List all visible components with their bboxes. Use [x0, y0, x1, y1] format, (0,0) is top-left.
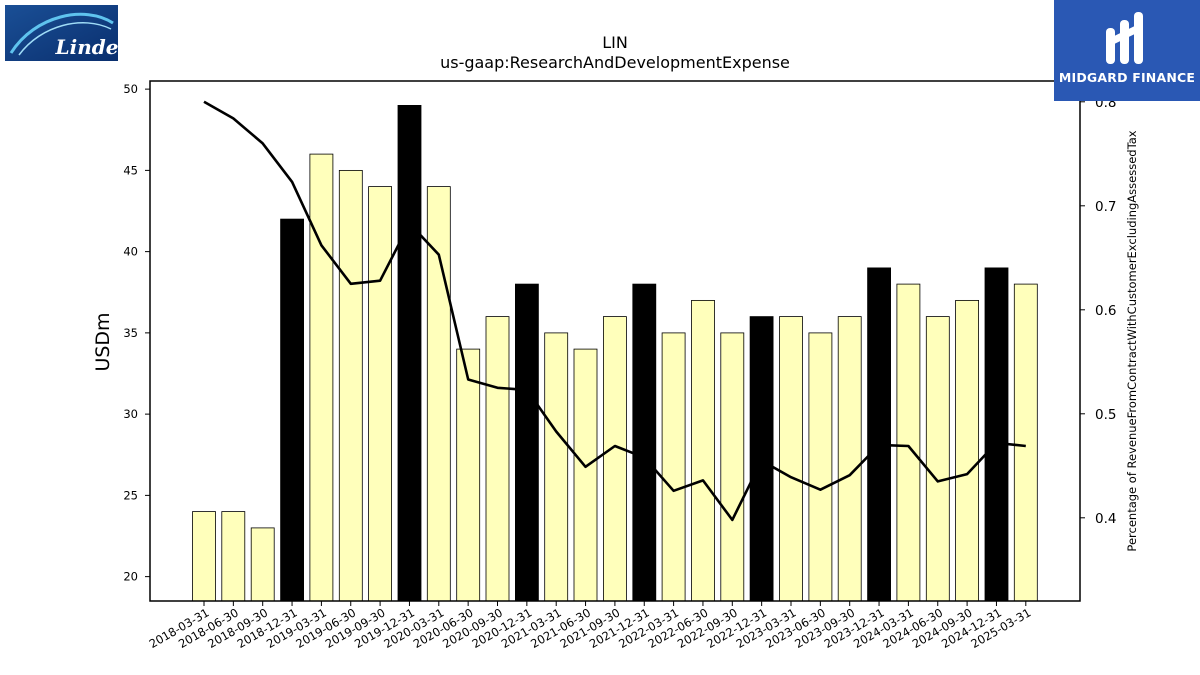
y2-tick-label: 0.6: [1095, 303, 1116, 319]
y-tick-label: 35: [123, 326, 138, 340]
bar-2020-12-31: [515, 283, 539, 602]
y-axis-label: USDm: [92, 312, 114, 371]
bar-series: [192, 105, 1038, 602]
y-tick-label: 45: [123, 163, 138, 177]
bar-2022-12-31: [749, 316, 774, 602]
y-tick-label: 50: [123, 82, 138, 96]
bar-2021-03-31: [544, 332, 569, 602]
chart-title: LIN: [602, 33, 628, 52]
y-tick-label: 25: [123, 488, 138, 502]
y2-tick-label: 0.7: [1095, 199, 1116, 215]
bar-2019-12-31: [397, 105, 422, 602]
bar-2021-09-30: [603, 316, 627, 602]
bar-2019-09-30: [368, 186, 393, 602]
bar-2019-03-31: [309, 153, 334, 602]
bar-2025-03-31: [1013, 283, 1038, 602]
bar-2023-12-31: [867, 267, 891, 602]
bar-2024-06-30: [925, 316, 950, 602]
bar-2024-09-30: [955, 299, 979, 602]
y2-tick-label: 0.4: [1095, 511, 1116, 527]
chart-subtitle: us-gaap:ResearchAndDevelopmentExpense: [440, 53, 790, 72]
bar-2020-03-31: [426, 186, 451, 602]
bar-2018-03-31: [192, 511, 216, 602]
bar-2020-09-30: [485, 316, 510, 602]
bar-2024-03-31: [896, 283, 921, 602]
bar-2023-03-31: [779, 316, 803, 602]
y2-axis-label: Percentage of RevenueFromContractWithCus…: [1125, 130, 1139, 551]
bar-2023-09-30: [837, 316, 862, 602]
linde-wordmark: Linde: [55, 35, 118, 59]
publisher-name: MIDGARD FINANCE: [1058, 70, 1196, 85]
bar-2018-09-30: [250, 527, 275, 602]
line-series: [203, 100, 1026, 522]
bar-2018-12-31: [280, 218, 305, 602]
bar-2021-12-31: [632, 283, 657, 602]
bar-2022-09-30: [720, 332, 745, 602]
publisher-logo: MIDGARD FINANCE: [1054, 0, 1200, 101]
y2-tick-label: 0.5: [1095, 407, 1116, 423]
bar-2019-06-30: [338, 169, 363, 602]
bar-2022-03-31: [661, 332, 686, 602]
y-tick-label: 30: [123, 407, 138, 421]
bar-2021-06-30: [573, 348, 598, 602]
y-tick-label: 20: [123, 570, 138, 584]
bar-2022-06-30: [691, 299, 715, 602]
bar-2023-06-30: [808, 332, 833, 602]
y-tick-label: 40: [123, 245, 138, 259]
company-logo: Linde: [5, 5, 118, 61]
revenue-share-line: [203, 100, 1026, 522]
bar-2018-06-30: [221, 511, 246, 602]
bar-2020-06-30: [456, 348, 481, 602]
bar-2024-12-31: [984, 267, 1009, 602]
